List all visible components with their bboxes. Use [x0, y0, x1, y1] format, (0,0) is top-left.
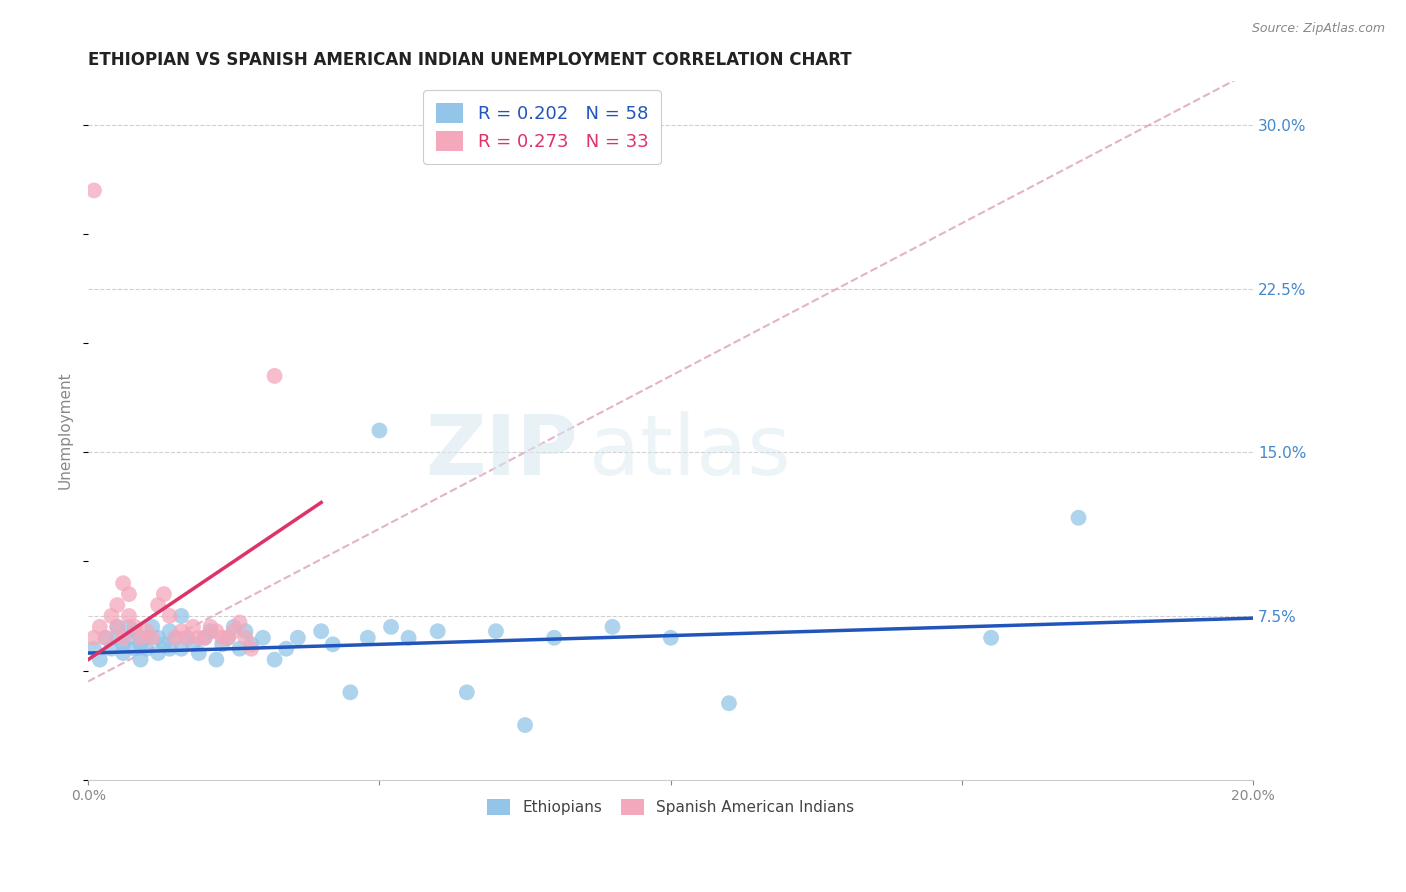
Point — [543, 631, 565, 645]
Point — [602, 620, 624, 634]
Point — [124, 620, 146, 634]
Point — [181, 620, 204, 634]
Point — [205, 652, 228, 666]
Point — [94, 631, 117, 645]
Point — [105, 598, 128, 612]
Point — [89, 620, 111, 634]
Point — [135, 631, 157, 645]
Point — [1067, 510, 1090, 524]
Point — [118, 587, 141, 601]
Point — [240, 641, 263, 656]
Point — [146, 646, 169, 660]
Point — [135, 641, 157, 656]
Point — [252, 631, 274, 645]
Point — [89, 652, 111, 666]
Point — [240, 637, 263, 651]
Point — [217, 631, 239, 645]
Point — [83, 641, 105, 656]
Point — [112, 576, 135, 591]
Point — [194, 631, 217, 645]
Point — [980, 631, 1002, 645]
Point — [228, 615, 250, 630]
Legend: Ethiopians, Spanish American Indians: Ethiopians, Spanish American Indians — [478, 790, 863, 824]
Point — [118, 620, 141, 634]
Point — [176, 631, 198, 645]
Point — [118, 631, 141, 645]
Point — [170, 641, 193, 656]
Point — [200, 624, 222, 639]
Point — [200, 620, 222, 634]
Point — [368, 424, 391, 438]
Point — [222, 620, 245, 634]
Point — [287, 631, 309, 645]
Point — [159, 641, 181, 656]
Point — [426, 624, 449, 639]
Point — [135, 624, 157, 639]
Point — [146, 631, 169, 645]
Point — [129, 631, 152, 645]
Point — [211, 637, 233, 651]
Point — [105, 620, 128, 634]
Text: atlas: atlas — [589, 411, 792, 491]
Point — [485, 624, 508, 639]
Point — [398, 631, 420, 645]
Point — [228, 641, 250, 656]
Point — [205, 624, 228, 639]
Point — [194, 631, 217, 645]
Point — [170, 609, 193, 624]
Point — [112, 637, 135, 651]
Point — [176, 631, 198, 645]
Point — [105, 631, 128, 645]
Point — [146, 598, 169, 612]
Point — [187, 646, 209, 660]
Point — [124, 641, 146, 656]
Point — [263, 368, 285, 383]
Point — [181, 637, 204, 651]
Point — [112, 631, 135, 645]
Text: ZIP: ZIP — [425, 411, 578, 491]
Point — [217, 631, 239, 645]
Point — [222, 624, 245, 639]
Text: ETHIOPIAN VS SPANISH AMERICAN INDIAN UNEMPLOYMENT CORRELATION CHART: ETHIOPIAN VS SPANISH AMERICAN INDIAN UNE… — [89, 51, 852, 69]
Point — [322, 637, 344, 651]
Point — [129, 637, 152, 651]
Point — [717, 696, 740, 710]
Point — [153, 637, 176, 651]
Point — [124, 624, 146, 639]
Point — [153, 587, 176, 601]
Point — [659, 631, 682, 645]
Text: Source: ZipAtlas.com: Source: ZipAtlas.com — [1251, 22, 1385, 36]
Point — [141, 631, 163, 645]
Point — [159, 609, 181, 624]
Y-axis label: Unemployment: Unemployment — [58, 372, 72, 490]
Point — [118, 609, 141, 624]
Point — [357, 631, 380, 645]
Point — [129, 652, 152, 666]
Point — [105, 620, 128, 634]
Point — [159, 624, 181, 639]
Point — [276, 641, 298, 656]
Point — [165, 631, 187, 645]
Point — [456, 685, 478, 699]
Point — [112, 646, 135, 660]
Point — [170, 624, 193, 639]
Point — [263, 652, 285, 666]
Point — [235, 631, 257, 645]
Point — [141, 620, 163, 634]
Point — [187, 631, 209, 645]
Point — [211, 631, 233, 645]
Point — [380, 620, 402, 634]
Point — [165, 631, 187, 645]
Point — [94, 631, 117, 645]
Point — [513, 718, 536, 732]
Point — [83, 631, 105, 645]
Point — [83, 184, 105, 198]
Point — [100, 641, 122, 656]
Point — [309, 624, 332, 639]
Point — [235, 624, 257, 639]
Point — [100, 609, 122, 624]
Point — [339, 685, 361, 699]
